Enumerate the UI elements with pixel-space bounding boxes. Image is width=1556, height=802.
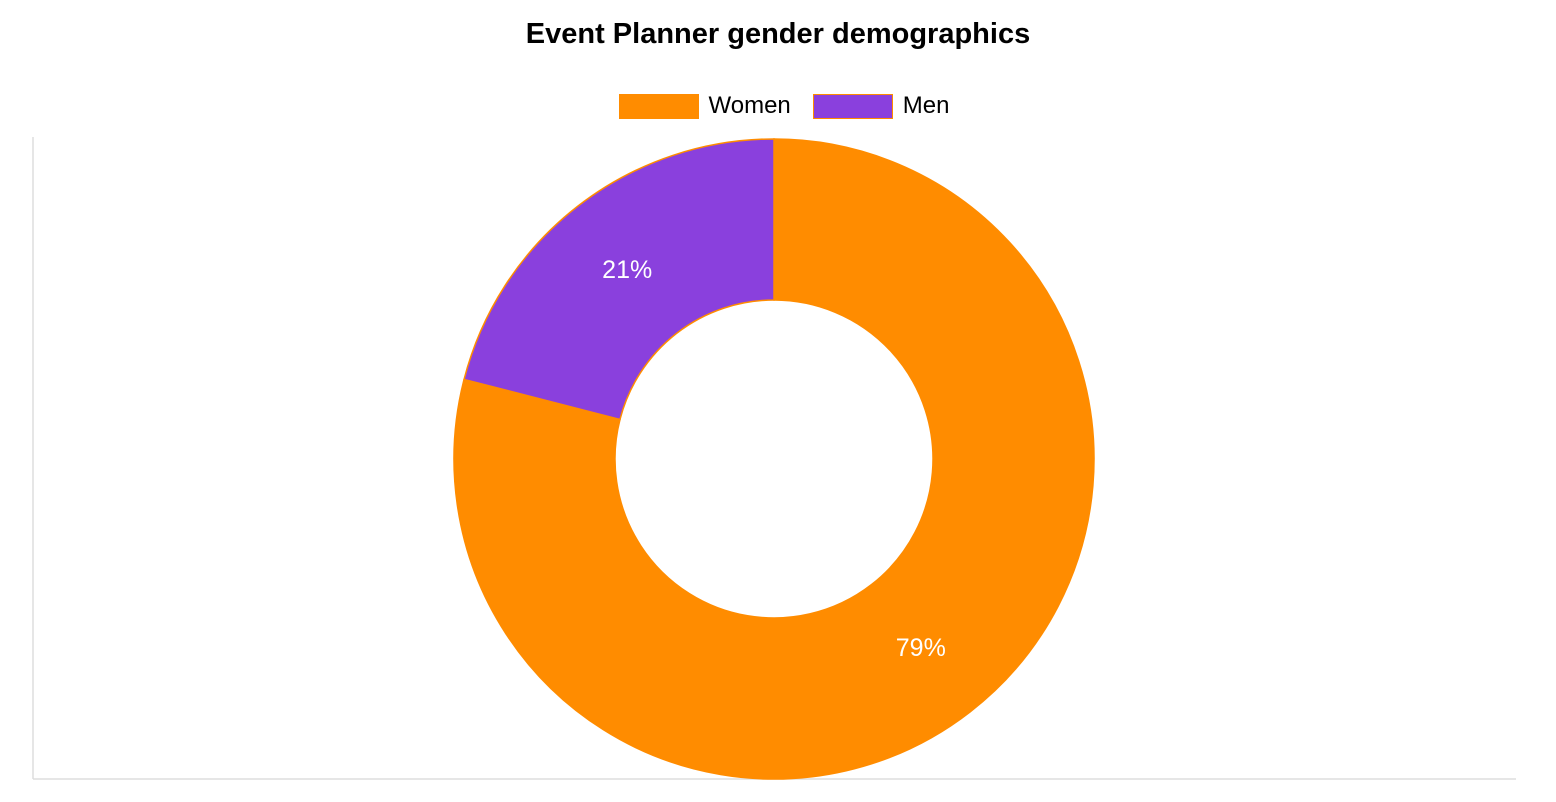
slice-men[interactable] <box>463 138 775 421</box>
legend: Women Men <box>0 90 1556 122</box>
slice-labels-group: 79% 21% <box>602 256 946 662</box>
slice-label-women: 79% <box>896 634 946 662</box>
legend-label-men: Men <box>902 92 950 119</box>
legend-label-women: Women <box>708 92 791 119</box>
legend-swatch-women <box>618 93 699 119</box>
legend-item-men[interactable]: Men <box>812 92 950 120</box>
slices-group <box>453 138 1095 780</box>
chart-title: Event Planner gender demographics <box>525 18 1031 50</box>
legend-swatch-men <box>812 93 893 119</box>
slice-women[interactable] <box>453 138 1095 780</box>
legend-item-women[interactable]: Women <box>618 92 791 120</box>
slice-label-men: 21% <box>602 256 652 284</box>
